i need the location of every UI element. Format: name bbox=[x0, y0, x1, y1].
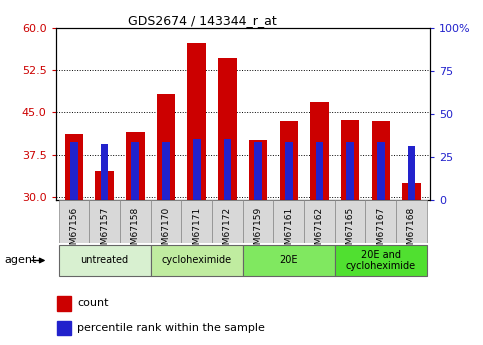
Bar bbox=[224, 139, 231, 200]
Bar bbox=[96, 171, 114, 200]
Text: GSM67162: GSM67162 bbox=[315, 207, 324, 256]
FancyBboxPatch shape bbox=[335, 245, 427, 276]
Text: GSM67165: GSM67165 bbox=[346, 207, 355, 256]
Text: GSM67170: GSM67170 bbox=[161, 207, 170, 256]
Text: GSM67161: GSM67161 bbox=[284, 207, 293, 256]
FancyBboxPatch shape bbox=[366, 200, 396, 243]
Bar bbox=[57, 296, 71, 310]
Bar bbox=[65, 134, 83, 200]
FancyBboxPatch shape bbox=[120, 200, 151, 243]
Text: GSM67171: GSM67171 bbox=[192, 207, 201, 256]
Text: GSM67168: GSM67168 bbox=[407, 207, 416, 256]
FancyBboxPatch shape bbox=[151, 200, 181, 243]
FancyBboxPatch shape bbox=[396, 200, 427, 243]
Text: GDS2674 / 143344_r_at: GDS2674 / 143344_r_at bbox=[128, 14, 277, 27]
Bar bbox=[315, 142, 323, 200]
Text: GSM67159: GSM67159 bbox=[254, 207, 263, 256]
FancyBboxPatch shape bbox=[335, 200, 366, 243]
Text: cycloheximide: cycloheximide bbox=[162, 256, 232, 265]
Text: GSM67172: GSM67172 bbox=[223, 207, 232, 256]
FancyBboxPatch shape bbox=[273, 200, 304, 243]
Bar bbox=[310, 102, 328, 200]
FancyBboxPatch shape bbox=[243, 245, 335, 276]
Bar bbox=[70, 142, 78, 200]
FancyBboxPatch shape bbox=[58, 200, 89, 243]
Bar bbox=[249, 140, 267, 200]
FancyBboxPatch shape bbox=[212, 200, 243, 243]
FancyBboxPatch shape bbox=[304, 200, 335, 243]
Bar bbox=[408, 146, 415, 200]
Bar bbox=[371, 121, 390, 200]
Text: 20E and
cycloheximide: 20E and cycloheximide bbox=[346, 250, 416, 271]
FancyBboxPatch shape bbox=[151, 245, 243, 276]
Bar bbox=[280, 121, 298, 200]
FancyBboxPatch shape bbox=[243, 200, 273, 243]
Text: count: count bbox=[77, 298, 109, 308]
Bar bbox=[218, 58, 237, 200]
Text: GSM67158: GSM67158 bbox=[131, 207, 140, 256]
Text: GSM67167: GSM67167 bbox=[376, 207, 385, 256]
Text: untreated: untreated bbox=[81, 256, 128, 265]
Bar bbox=[157, 94, 175, 200]
Text: percentile rank within the sample: percentile rank within the sample bbox=[77, 323, 265, 333]
Bar bbox=[377, 142, 384, 200]
Text: GSM67157: GSM67157 bbox=[100, 207, 109, 256]
Bar bbox=[346, 142, 354, 200]
Bar bbox=[101, 144, 109, 200]
Bar bbox=[162, 142, 170, 200]
Bar bbox=[126, 132, 144, 200]
Bar bbox=[254, 142, 262, 200]
Text: agent: agent bbox=[5, 256, 37, 265]
Bar bbox=[131, 142, 139, 200]
Text: 20E: 20E bbox=[280, 256, 298, 265]
Bar bbox=[193, 139, 200, 200]
Bar bbox=[341, 120, 359, 200]
Text: GSM67156: GSM67156 bbox=[70, 207, 78, 256]
Bar bbox=[285, 142, 293, 200]
FancyBboxPatch shape bbox=[89, 200, 120, 243]
Bar bbox=[402, 183, 421, 200]
FancyBboxPatch shape bbox=[181, 200, 212, 243]
Bar bbox=[57, 321, 71, 335]
Bar bbox=[187, 43, 206, 200]
FancyBboxPatch shape bbox=[58, 245, 151, 276]
